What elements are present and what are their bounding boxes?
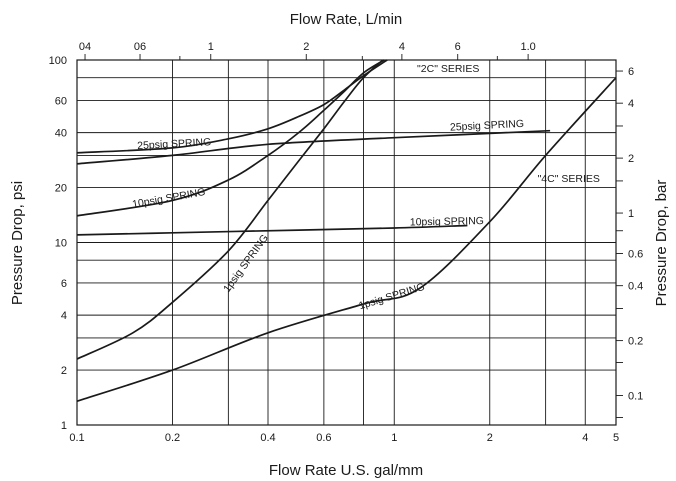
right-tick-label: 4	[628, 98, 634, 110]
curve-annotation: 1psig SPRING	[357, 281, 426, 312]
right-tick-label: 0.6	[628, 249, 643, 261]
right-axis-title: Pressure Drop, bar	[653, 180, 670, 307]
x-tick-label: 1	[391, 432, 397, 444]
top-axis-title: Flow Rate, L/min	[290, 11, 403, 28]
tick-marks	[84, 54, 623, 418]
series-line-4	[76, 59, 388, 154]
right-tick-label: 6	[628, 66, 634, 78]
x-tick-label: 4	[582, 432, 588, 444]
top-tick-label: 04	[79, 41, 91, 53]
curve-annotation: "4C" SERIES	[538, 173, 600, 185]
y-tick-label: 2	[61, 365, 67, 377]
x-tick-label: 2	[487, 432, 493, 444]
top-tick-label: 4	[399, 41, 405, 53]
curve-annotation: 25psig SPRING	[137, 136, 212, 152]
series-line-3	[76, 77, 617, 403]
series-line-1	[76, 129, 551, 165]
x-tick-label: 0.2	[165, 432, 180, 444]
y-tick-label: 100	[49, 55, 67, 67]
x-axis-title: Flow Rate U.S. gal/mm	[269, 462, 423, 479]
tick-labels: 0.1 0.2 0.4 0.6 1 2 4 5 1 2 4 6 10 20 40 60 100 04 06 1 2 4 6 1…	[49, 41, 644, 444]
y-tick-label: 6	[61, 278, 67, 290]
x-tick-label: 0.6	[316, 432, 331, 444]
series-line-2	[76, 224, 468, 236]
right-tick-label: 0.4	[628, 281, 643, 293]
x-tick-label: 0.1	[69, 432, 84, 444]
y-tick-label: 40	[55, 128, 67, 140]
y-tick-label: 10	[55, 238, 67, 250]
right-tick-label: 1	[628, 208, 634, 220]
y-tick-label: 4	[61, 310, 67, 322]
series-line-6	[76, 59, 384, 360]
y-tick-label: 20	[55, 183, 67, 195]
y-tick-label: 60	[55, 95, 67, 107]
x-tick-label: 5	[613, 432, 619, 444]
top-tick-label: 1.0	[520, 41, 535, 53]
curves	[76, 59, 617, 403]
top-tick-label: 2	[303, 41, 309, 53]
right-tick-label: 2	[628, 153, 634, 165]
right-tick-label: 0.1	[628, 391, 643, 403]
curve-annotation: 25psig SPRING	[450, 118, 525, 134]
y-axis-title: Pressure Drop, psi	[9, 181, 26, 305]
right-tick-label: 0.2	[628, 336, 643, 348]
top-tick-label: 1	[208, 41, 214, 53]
series-line-5	[76, 59, 385, 217]
gridlines	[77, 60, 616, 425]
top-tick-label: 6	[455, 41, 461, 53]
curve-annotation: "2C" SERIES	[417, 63, 479, 75]
x-tick-label: 0.4	[260, 432, 275, 444]
curve-annotation: 10psig SPRING	[410, 215, 484, 228]
curve-annotation: 10psig SPRING	[131, 186, 206, 211]
plot-frame	[76, 59, 617, 426]
y-tick-label: 1	[61, 420, 67, 432]
top-tick-label: 06	[134, 41, 146, 53]
